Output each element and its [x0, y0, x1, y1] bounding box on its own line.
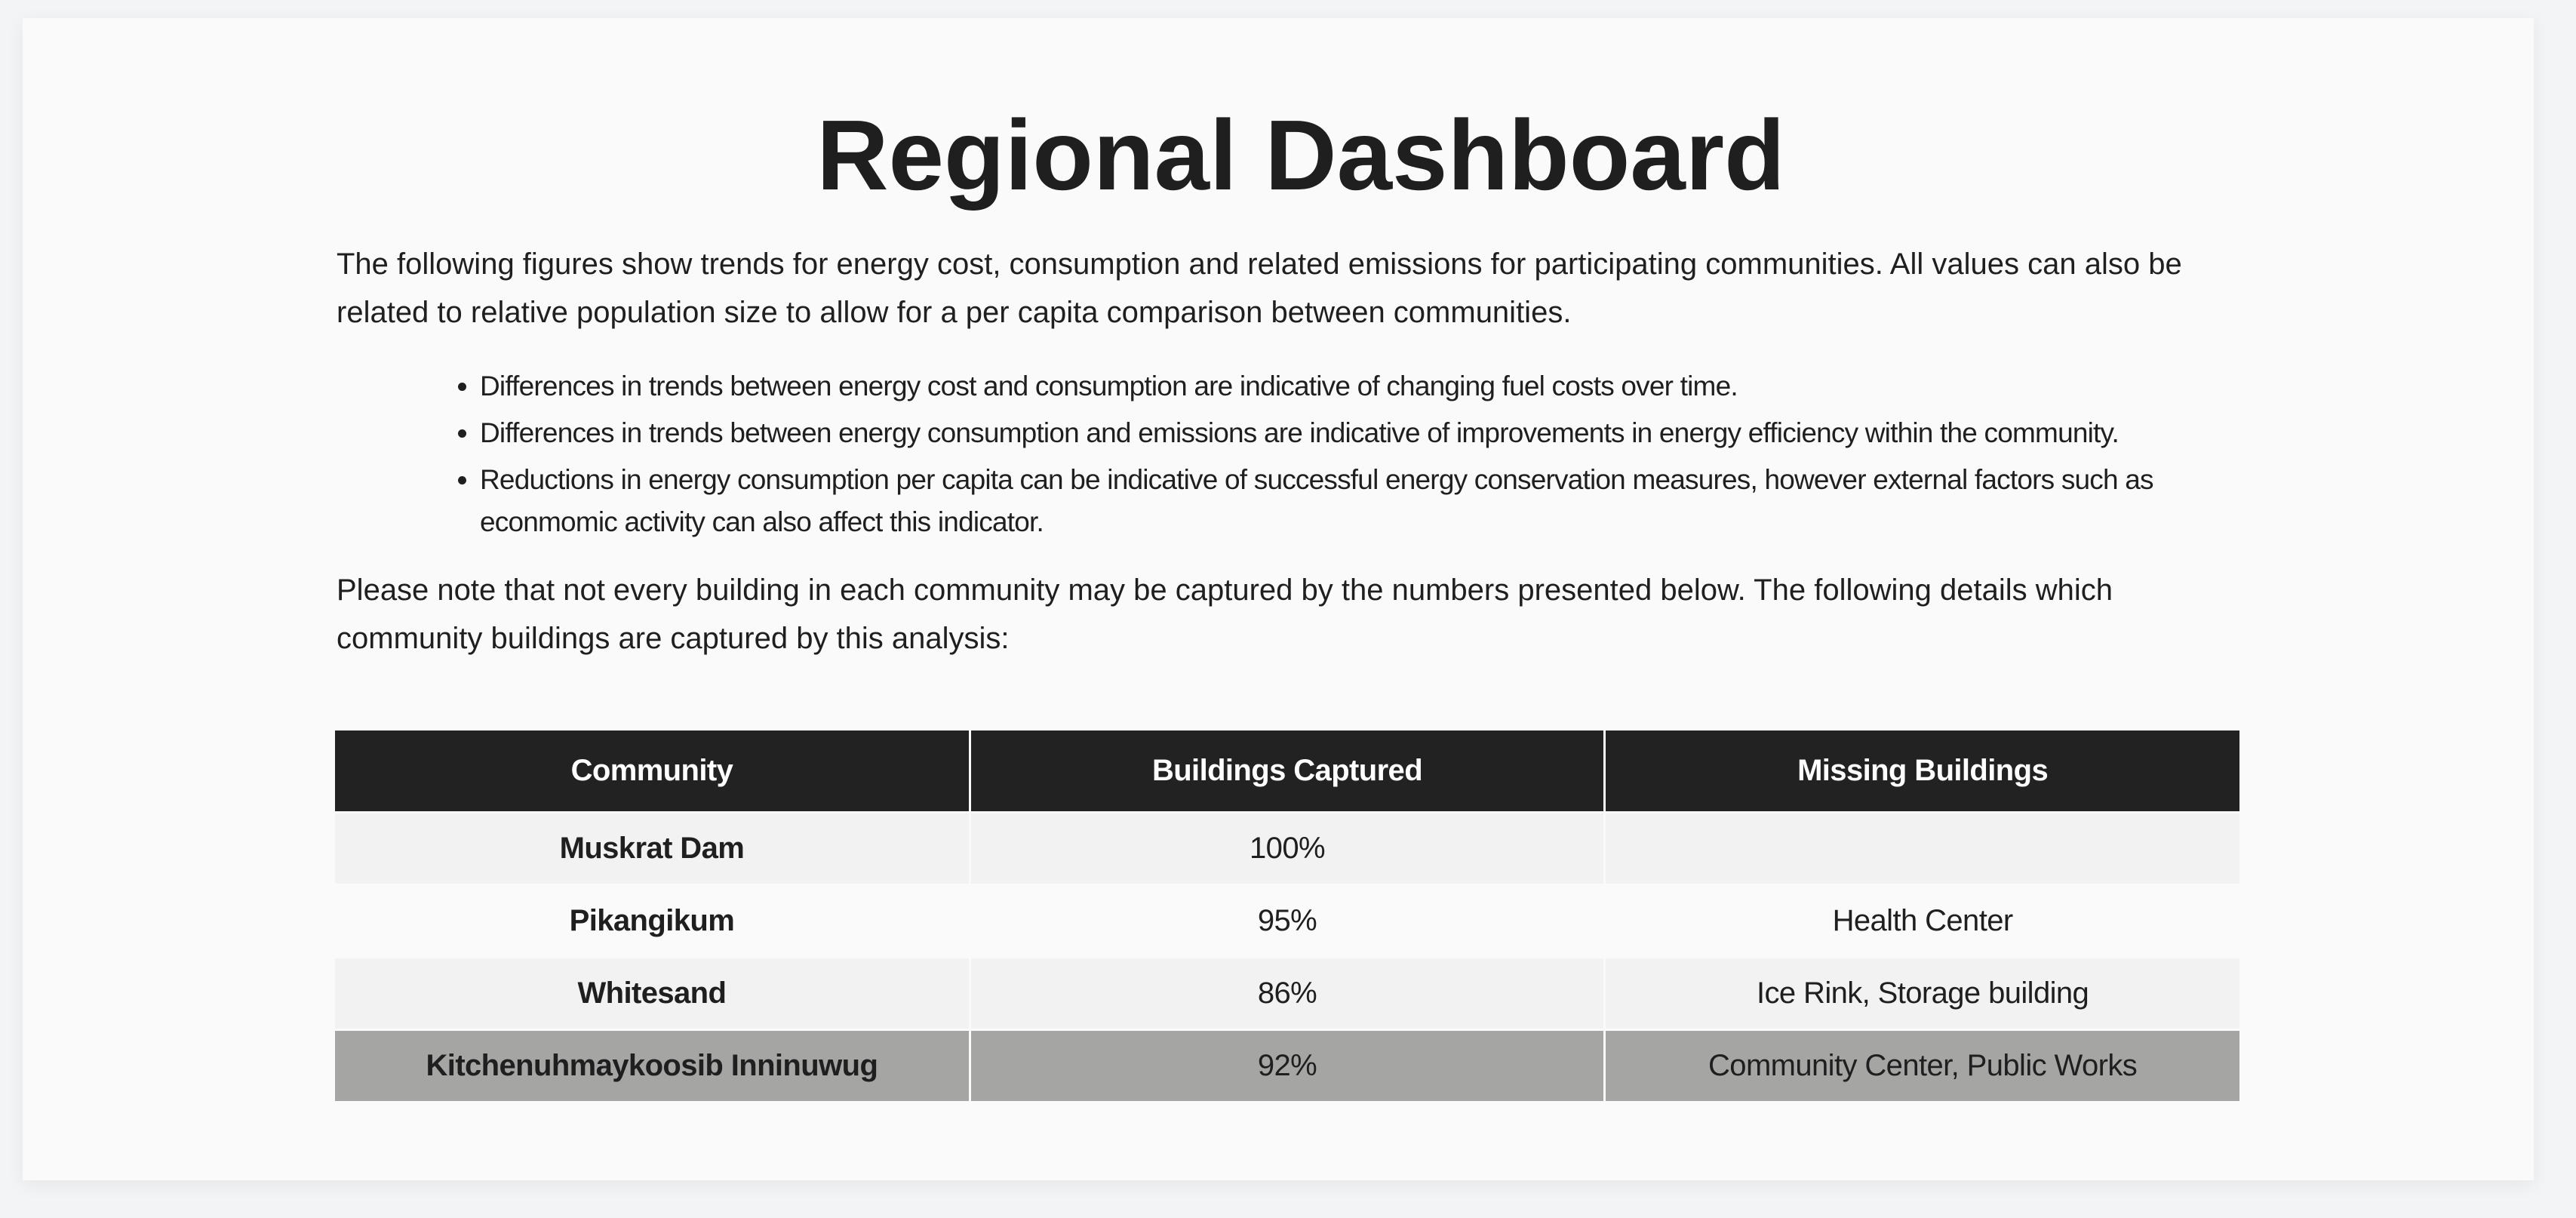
captured-cell: 92% — [970, 1029, 1606, 1103]
coverage-note: Please note that not every building in e… — [337, 574, 2113, 655]
building-coverage-table: Community Buildings Captured Missing Bui… — [335, 730, 2239, 1103]
page-title: Regional Dashboard — [816, 100, 1785, 211]
community-cell: Muskrat Dam — [335, 812, 971, 886]
community-cell: Whitesand — [335, 957, 971, 1031]
missing-cell: Health Center — [1604, 884, 2239, 958]
captured-cell: 86% — [970, 957, 1606, 1031]
insight-item-emissions: Differences in trends between energy con… — [480, 412, 2265, 454]
captured-cell: 95% — [970, 884, 1606, 958]
intro-paragraph: The following figures show trends for en… — [337, 248, 2182, 329]
dashboard-card: Regional Dashboard The following figures… — [23, 18, 2534, 1180]
column-header-buildings-captured: Buildings Captured — [970, 730, 1606, 814]
community-cell: Kitchenuhmaykoosib Inninuwug — [335, 1029, 971, 1103]
table-row: Muskrat Dam 100% — [335, 812, 2239, 886]
column-header-community: Community — [335, 730, 971, 814]
dashboard-content: Regional Dashboard The following figures… — [337, 18, 2265, 663]
insight-item-cost: Differences in trends between energy cos… — [480, 365, 2265, 408]
missing-cell — [1604, 812, 2239, 886]
table-header-row: Community Buildings Captured Missing Bui… — [335, 730, 2239, 814]
table-row-highlighted: Kitchenuhmaykoosib Inninuwug 92% Communi… — [335, 1029, 2239, 1103]
insights-list: Differences in trends between energy cos… — [337, 365, 2265, 543]
table-row: Pikangikum 95% Health Center — [335, 884, 2239, 958]
missing-cell: Community Center, Public Works — [1604, 1029, 2239, 1103]
captured-cell: 100% — [970, 812, 1606, 886]
column-header-missing-buildings: Missing Buildings — [1604, 730, 2239, 814]
table-row: Whitesand 86% Ice Rink, Storage building — [335, 957, 2239, 1031]
community-cell: Pikangikum — [335, 884, 971, 958]
insight-item-per-capita: Reductions in energy consumption per cap… — [480, 459, 2265, 543]
missing-cell: Ice Rink, Storage building — [1604, 957, 2239, 1031]
